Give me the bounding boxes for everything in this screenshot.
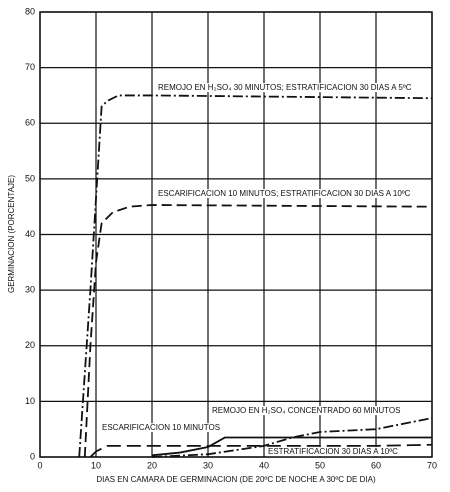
label-bg <box>157 83 413 93</box>
series-label: ESCARIFICACION 10 MINUTOS; ESTRATIFICACI… <box>158 189 411 198</box>
series-label: ESCARIFICACION 10 MINUTOS <box>102 423 220 432</box>
series-label: REMOJO EN H₂SO₄ 30 MINUTOS; ESTRATIFICAC… <box>158 83 412 92</box>
y-tick-label: 20 <box>25 340 35 350</box>
x-tick-label: 70 <box>427 460 437 470</box>
x-tick-label: 50 <box>315 460 325 470</box>
label-bg <box>101 423 222 433</box>
x-tick-label: 30 <box>203 460 213 470</box>
series-line <box>83 204 433 458</box>
x-tick-label: 40 <box>259 460 269 470</box>
x-tick-label: 0 <box>37 460 42 470</box>
y-tick-label: 30 <box>25 285 35 295</box>
y-tick-label: 80 <box>25 6 35 16</box>
y-tick-label: 10 <box>25 396 35 406</box>
y-tick-label: 70 <box>25 62 35 72</box>
y-axis-label: GERMINACION (PORCENTAJE) <box>7 175 16 293</box>
label-bg <box>157 189 412 199</box>
series-line <box>78 94 433 458</box>
y-tick-label: 50 <box>25 173 35 183</box>
x-tick-label: 20 <box>147 460 157 470</box>
y-tick-label: 40 <box>25 229 35 239</box>
series-line <box>89 443 433 458</box>
plot-frame <box>39 11 433 458</box>
x-tick-label: 60 <box>371 460 381 470</box>
label-bg <box>211 406 402 416</box>
x-tick-label: 10 <box>91 460 101 470</box>
y-tick-label: 0 <box>30 451 35 461</box>
y-tick-label: 60 <box>25 118 35 128</box>
label-bg <box>267 447 400 457</box>
series-line <box>151 436 432 457</box>
series-label: REMOJO EN H₂SO₄ CONCENTRADO 60 MINUTOS <box>212 406 400 415</box>
series-label: ESTRATIFICACION 30 DIAS A 10ºC <box>268 447 398 456</box>
x-axis-label: DIAS EN CAMARA DE GERMINACION (DE 20ºC D… <box>96 475 376 484</box>
